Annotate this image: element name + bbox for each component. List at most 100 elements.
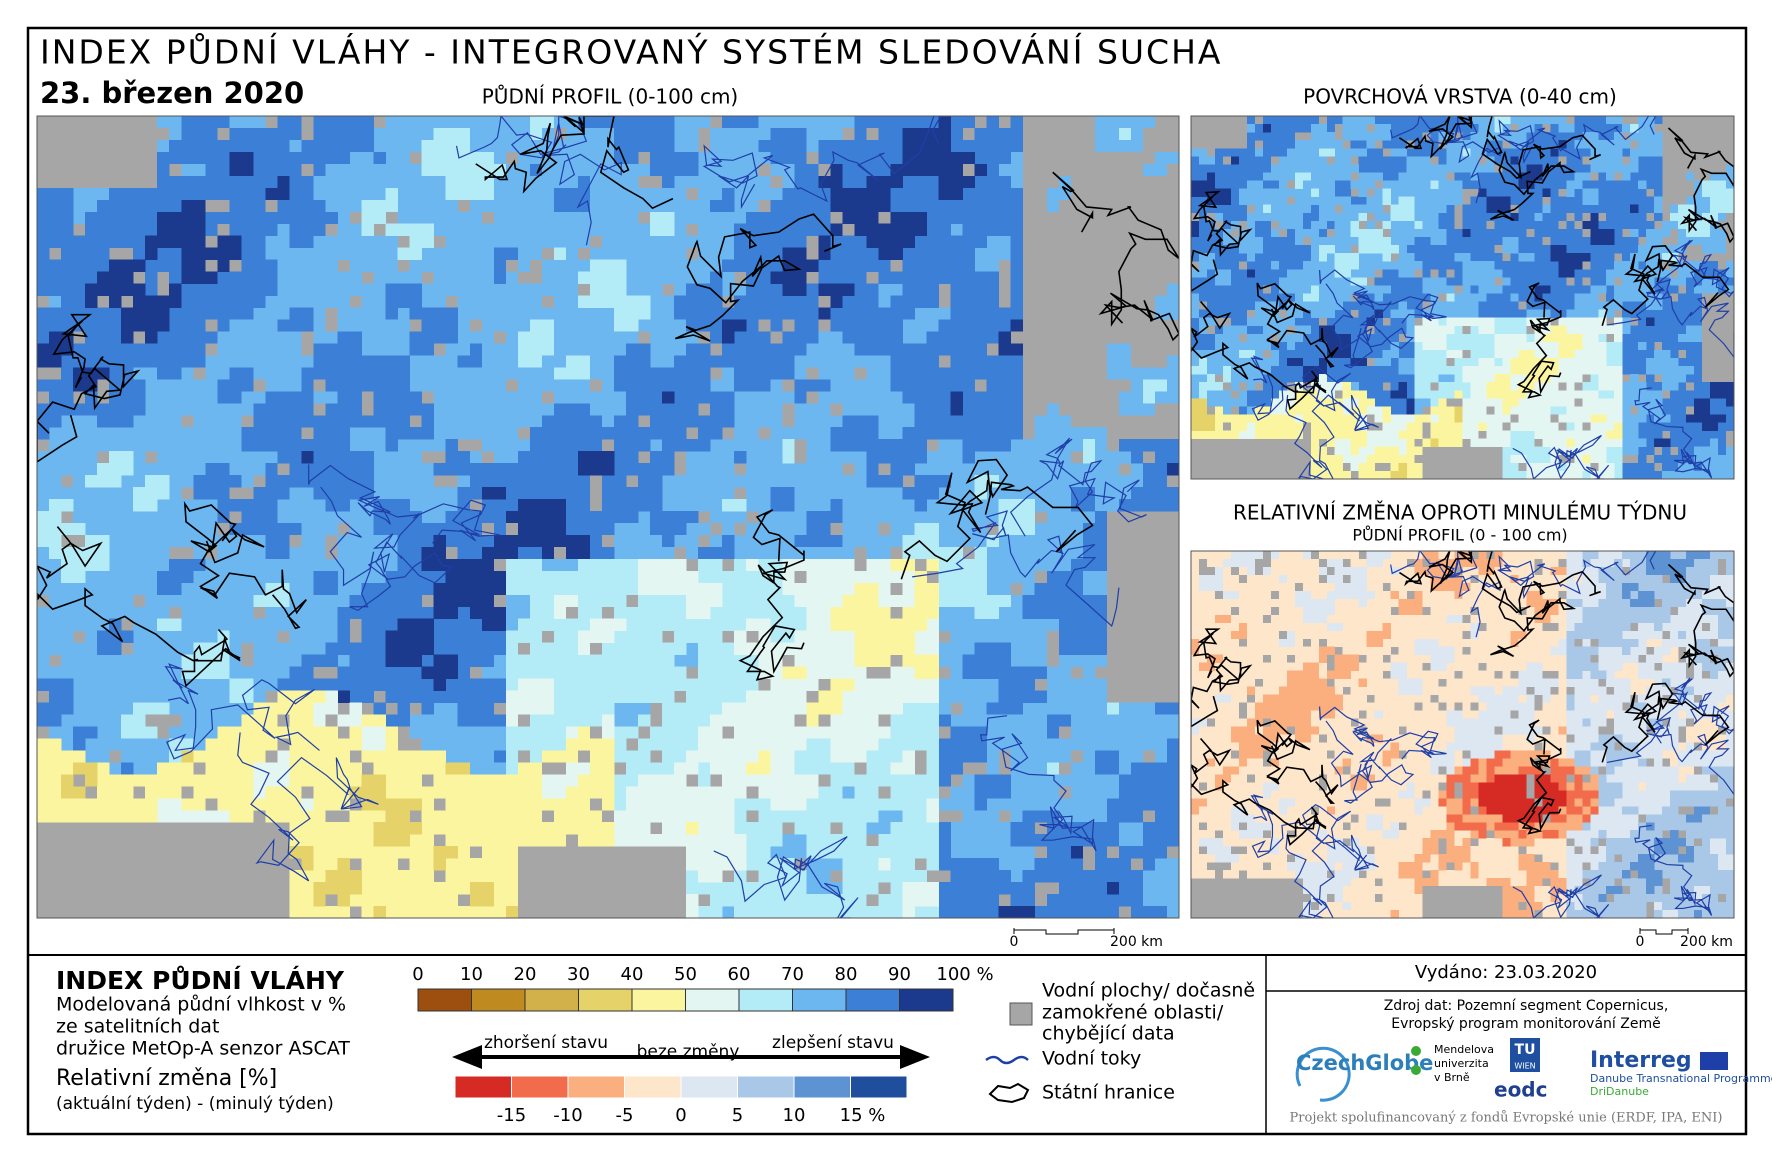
map-cells bbox=[1191, 124, 1734, 447]
state-border bbox=[1399, 116, 1530, 178]
river bbox=[1607, 280, 1734, 357]
scale-swatch bbox=[471, 988, 526, 1012]
scale-swatch bbox=[624, 1075, 682, 1099]
scale-swatch bbox=[567, 1075, 625, 1099]
state-border bbox=[1669, 565, 1734, 677]
map-border bbox=[36, 115, 1180, 919]
title: INDEX PŮDNÍ VLÁHY - INTEGROVANÝ SYSTÉM S… bbox=[40, 32, 1222, 72]
state-border bbox=[901, 460, 1092, 580]
legend-swatch bbox=[1009, 1002, 1033, 1026]
legend-item: zamokřené oblasti/ bbox=[1042, 1002, 1224, 1024]
scale-swatch bbox=[578, 988, 633, 1012]
logo-shape bbox=[1411, 1046, 1421, 1056]
legend-title: INDEX PŮDNÍ VLÁHY bbox=[56, 965, 345, 995]
scale-label: -15 bbox=[497, 1105, 526, 1126]
river bbox=[1286, 833, 1379, 918]
state-border bbox=[37, 315, 138, 462]
map-cells bbox=[1191, 116, 1734, 479]
river bbox=[704, 116, 941, 207]
scales: 0 10 20 30 40 50 60 70 80 90 100 % -15 -10 -5 0 5 10 15 % bbox=[412, 964, 993, 1126]
map-cells bbox=[1191, 551, 1734, 918]
state-border bbox=[1053, 172, 1179, 340]
state-border bbox=[675, 214, 841, 341]
scale-label: 100 % bbox=[936, 964, 993, 985]
map-surface-layer bbox=[1191, 116, 1734, 479]
panel-title: PŮDNÍ PROFIL (0-100 cm) bbox=[482, 85, 738, 109]
scale-label: -5 bbox=[616, 1105, 634, 1126]
logo: eodc bbox=[1494, 1078, 1547, 1102]
river bbox=[1011, 438, 1147, 536]
scale-swatch bbox=[737, 1075, 795, 1099]
scale-label: 90 bbox=[888, 964, 911, 985]
scalebar-label: 0 bbox=[1636, 934, 1645, 950]
source: Evropský program monitorování Země bbox=[1391, 1016, 1660, 1032]
panel-title: POVRCHOVÁ VRSTVA (0-40 cm) bbox=[1303, 85, 1617, 109]
legend-text: (aktuální týden) - (minulý týden) bbox=[56, 1094, 334, 1114]
map-cells bbox=[157, 558, 939, 918]
map-soil-profile bbox=[37, 116, 1179, 918]
river bbox=[309, 464, 500, 543]
legend-item: Vodní toky bbox=[1042, 1048, 1141, 1070]
state-border bbox=[1669, 128, 1734, 242]
river bbox=[1635, 825, 1712, 915]
scale-label: 30 bbox=[567, 964, 590, 985]
legend-item: Vodní plochy/ dočasně bbox=[1042, 980, 1255, 1002]
river bbox=[1498, 116, 1655, 162]
river bbox=[1607, 718, 1734, 795]
map-cells bbox=[1566, 551, 1734, 918]
map-cells bbox=[1191, 551, 1599, 918]
arrow-label: zlepšení stavu bbox=[772, 1033, 894, 1053]
state-border bbox=[1602, 246, 1728, 326]
scale-swatch bbox=[685, 988, 740, 1012]
scale-swatch bbox=[454, 1075, 512, 1099]
map-cells bbox=[1478, 774, 1567, 823]
state-border bbox=[740, 510, 804, 680]
arrow-label: zhoršení stavu bbox=[484, 1033, 608, 1053]
scalebar bbox=[1013, 928, 1689, 935]
map-cells bbox=[1598, 551, 1711, 918]
map-cells bbox=[37, 558, 939, 918]
scale-label: 80 bbox=[835, 964, 858, 985]
scale-swatch bbox=[845, 988, 900, 1012]
legend-text: Modelovaná půdní vlhkost v % bbox=[56, 994, 346, 1016]
map-cells bbox=[1191, 116, 1734, 479]
map-border bbox=[1190, 550, 1735, 919]
logo-shape bbox=[1700, 1052, 1728, 1070]
map-border bbox=[1190, 115, 1735, 480]
scale-swatch bbox=[792, 988, 847, 1012]
scale-label: 0 bbox=[412, 964, 423, 985]
state-border bbox=[1518, 720, 1560, 833]
panel-subtitle: PŮDNÍ PROFIL (0 - 100 cm) bbox=[1352, 526, 1567, 545]
scale-label: 40 bbox=[621, 964, 644, 985]
state-border bbox=[1602, 683, 1728, 762]
scale-swatch bbox=[417, 988, 472, 1012]
scale-swatch bbox=[631, 988, 686, 1012]
river bbox=[1513, 875, 1609, 918]
river bbox=[981, 716, 1096, 851]
scale-swatch bbox=[680, 1075, 738, 1099]
scale-label: 70 bbox=[781, 964, 804, 985]
legend-title: Relativní změna [%] bbox=[56, 1066, 277, 1091]
logo-shape bbox=[1510, 1038, 1540, 1072]
state-border bbox=[1257, 720, 1338, 803]
river bbox=[1498, 551, 1655, 597]
scale-swatch bbox=[511, 1075, 569, 1099]
state-border bbox=[1191, 738, 1326, 844]
river bbox=[1320, 270, 1447, 323]
river bbox=[1320, 707, 1447, 760]
scale-swatch bbox=[524, 988, 579, 1012]
state-border bbox=[1518, 283, 1560, 398]
scale-label: 50 bbox=[674, 964, 697, 985]
scale-label: 60 bbox=[728, 964, 751, 985]
river bbox=[1651, 678, 1734, 743]
river bbox=[1252, 356, 1354, 420]
state-border bbox=[1399, 551, 1530, 612]
logo: CzechGlobe bbox=[1296, 1051, 1433, 1075]
river bbox=[1326, 721, 1413, 803]
footer: Projekt spolufinancovaný z fondů Evropsk… bbox=[1290, 1110, 1723, 1126]
legend-text: družice MetOp-A senzor ASCAT bbox=[56, 1038, 350, 1060]
logo-shape bbox=[1411, 1065, 1421, 1075]
logo: WIEN bbox=[1514, 1062, 1535, 1071]
river bbox=[1286, 395, 1379, 479]
